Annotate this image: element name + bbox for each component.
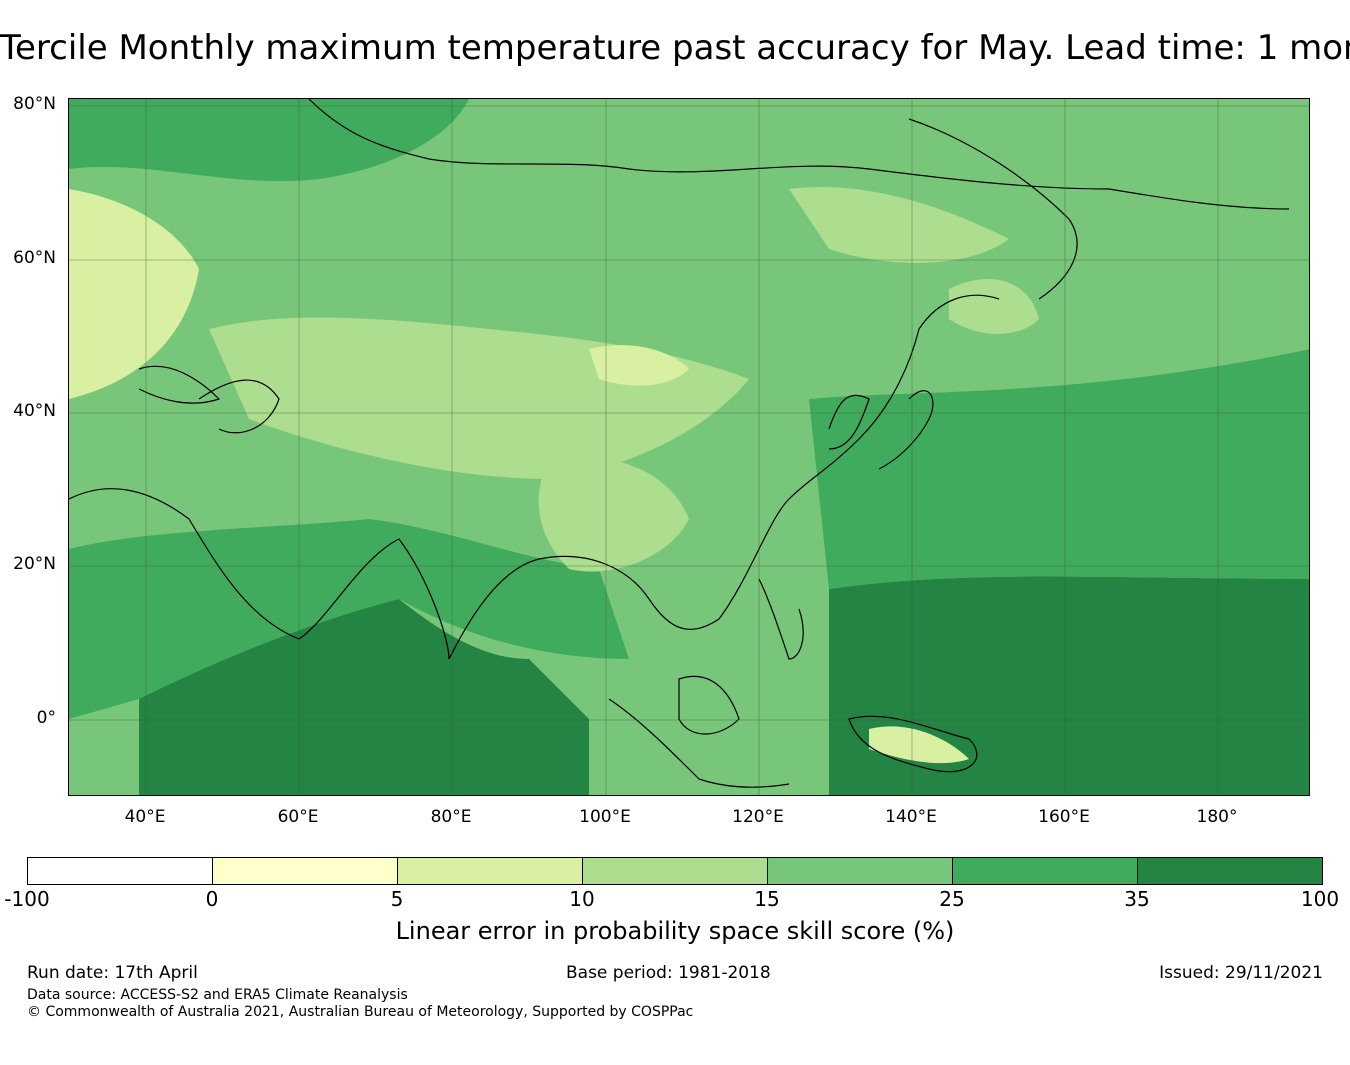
colorbar-tick: 25 <box>939 887 965 911</box>
colorbar-segment-4 <box>583 858 768 884</box>
lon-label-120e: 120°E <box>732 807 784 827</box>
colorbar-tick: 15 <box>754 887 780 911</box>
colorbar-tick: 10 <box>569 887 595 911</box>
pacific-mid-region <box>809 349 1309 589</box>
lon-label-140e: 140°E <box>885 807 937 827</box>
indian-mid-region <box>69 519 629 719</box>
siberia-mid-region <box>69 99 469 182</box>
colorbar-tick: -100 <box>4 887 50 911</box>
lon-label-80e: 80°E <box>430 807 472 827</box>
lon-label-40e: 40°E <box>124 807 166 827</box>
lat-label-20n: 20°N <box>13 554 56 574</box>
colorbar-label: Linear error in probability space skill … <box>395 917 955 945</box>
lat-label-60n: 60°N <box>13 248 56 268</box>
indian-ocean-region <box>139 599 589 795</box>
map-title: Tercile Monthly maximum temperature past… <box>0 28 1350 68</box>
lon-label-60e: 60°E <box>277 807 319 827</box>
lat-label-80n: 80°N <box>13 94 56 114</box>
colorbar-segment-6 <box>953 858 1138 884</box>
copyright: © Commonwealth of Australia 2021, Austra… <box>27 1004 694 1020</box>
run-date: Run date: 17th April <box>27 963 198 983</box>
lon-label-100e: 100°E <box>579 807 631 827</box>
east-siberia-light-region <box>789 187 1009 263</box>
colorbar-tick: 100 <box>1300 887 1340 911</box>
colorbar-segment-5 <box>768 858 953 884</box>
coastlines <box>69 99 1290 788</box>
kamchatka-light-region <box>949 279 1039 334</box>
colorbar-segment-3 <box>398 858 583 884</box>
colorbar-segment-7 <box>1138 858 1322 884</box>
lon-label-160e: 160°E <box>1038 807 1090 827</box>
gobi-light-region <box>589 345 689 386</box>
issued-date: Issued: 29/11/2021 <box>1159 963 1323 983</box>
skill-score-map <box>68 98 1310 796</box>
colorbar-segment-2 <box>213 858 398 884</box>
new-guinea-light-region <box>869 726 969 764</box>
base-period: Base period: 1981-2018 <box>566 963 771 983</box>
europe-light-region <box>69 189 199 399</box>
lat-label-40n: 40°N <box>13 401 56 421</box>
data-source: Data source: ACCESS-S2 and ERA5 Climate … <box>27 987 408 1003</box>
colorbar <box>27 857 1323 885</box>
colorbar-tick: 5 <box>390 887 404 911</box>
map-canvas <box>69 99 1309 795</box>
tibet-light-region <box>538 456 689 572</box>
tropical-ocean-region <box>829 576 1309 795</box>
colorbar-segment-1 <box>28 858 213 884</box>
colorbar-tick: 35 <box>1124 887 1150 911</box>
lat-label-0: 0° <box>36 708 56 728</box>
gridlines <box>69 99 1309 795</box>
colorbar-tick: 0 <box>205 887 219 911</box>
lon-label-180: 180° <box>1196 807 1238 827</box>
